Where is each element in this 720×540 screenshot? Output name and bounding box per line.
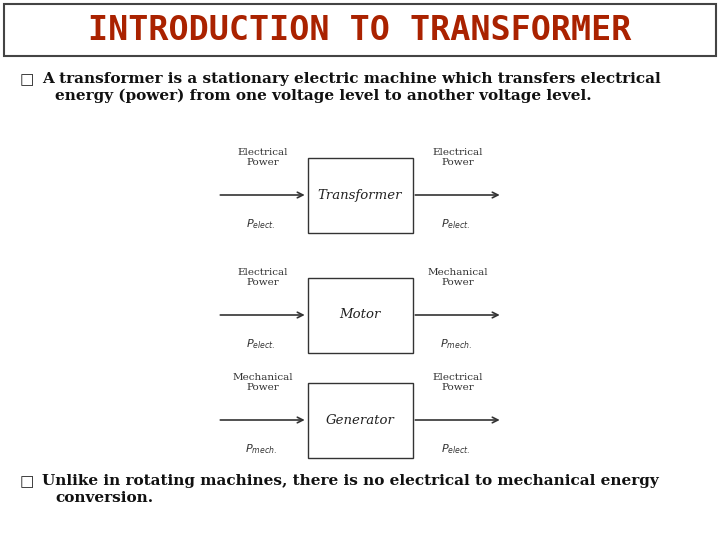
Text: Motor: Motor [339, 308, 381, 321]
Bar [307, 382, 413, 457]
Text: Electrical
Power: Electrical Power [432, 147, 482, 167]
Text: Mechanical
Power: Mechanical Power [232, 373, 293, 392]
Text: $P_{mech.}$: $P_{mech.}$ [245, 442, 276, 456]
Text: INTRODUCTION TO TRANSFORMER: INTRODUCTION TO TRANSFORMER [89, 14, 631, 46]
Text: $P_{mech.}$: $P_{mech.}$ [439, 337, 472, 351]
Text: Electrical
Power: Electrical Power [238, 147, 288, 167]
Text: A transformer is a stationary electric machine which transfers electrical: A transformer is a stationary electric m… [42, 72, 661, 86]
Text: Electrical
Power: Electrical Power [432, 373, 482, 392]
Text: conversion.: conversion. [55, 491, 153, 505]
Text: energy (power) from one voltage level to another voltage level.: energy (power) from one voltage level to… [55, 89, 592, 103]
Text: □: □ [20, 72, 35, 87]
Text: Transformer: Transformer [318, 188, 402, 201]
Text: Generator: Generator [325, 414, 395, 427]
Text: Electrical
Power: Electrical Power [238, 268, 288, 287]
Bar [307, 158, 413, 233]
Text: Mechanical
Power: Mechanical Power [427, 268, 488, 287]
Bar [4, 4, 716, 56]
Text: Unlike in rotating machines, there is no electrical to mechanical energy: Unlike in rotating machines, there is no… [42, 474, 659, 488]
Text: □: □ [20, 474, 35, 489]
Text: $P_{elect.}$: $P_{elect.}$ [246, 217, 275, 231]
Text: $P_{elect.}$: $P_{elect.}$ [441, 442, 470, 456]
Text: $P_{elect.}$: $P_{elect.}$ [441, 217, 470, 231]
Bar [307, 278, 413, 353]
Text: $P_{elect.}$: $P_{elect.}$ [246, 337, 275, 351]
